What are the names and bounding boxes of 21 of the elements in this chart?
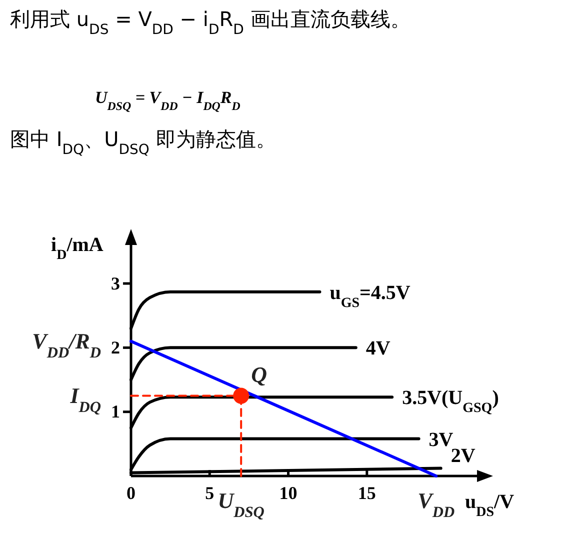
chart-subtitle: U$_{DSQ}$ = V$_{DD}$ − I$_{DQ}$R$_{D}$ <box>95 88 241 113</box>
chart-title: 利用式 u$_{DS}$ = V$_{DD}$ − i$_{D}$R$_{D}$ 画出直流负载线。 <box>10 7 410 38</box>
series-label: 4V <box>366 338 391 360</box>
series-label: 3.5V(U$_{GSQ}$) <box>402 387 499 416</box>
x-tick-label: 10 <box>279 482 298 503</box>
x-tick-label: 15 <box>358 482 376 503</box>
series-label: u$_{GS}$=4.5V <box>330 282 411 310</box>
annotation: U$_{DSQ}$ <box>218 488 264 520</box>
annotation: Q <box>251 362 268 387</box>
annotation: V$_{DD}$ <box>418 488 455 520</box>
series-label: 2V <box>450 445 476 467</box>
x-tick-label: 5 <box>205 482 214 503</box>
y-tick-label: 1 <box>111 402 120 422</box>
y-axis-title: i$_{D}$/mA <box>51 234 104 262</box>
y-tick-label: 3 <box>111 273 120 294</box>
x-axis-title: u$_{DS}$/V <box>465 491 515 520</box>
y-tick-label: 2 <box>111 337 120 358</box>
annotation: V$_{DD}$/R$_{D}$ <box>32 328 101 361</box>
text: 图中 I$_{DQ}$、U$_{DSQ}$ 即为静态值。 <box>10 127 276 158</box>
x-tick-label: 0 <box>126 482 136 503</box>
annotation: I$_{DQ}$ <box>69 382 101 416</box>
